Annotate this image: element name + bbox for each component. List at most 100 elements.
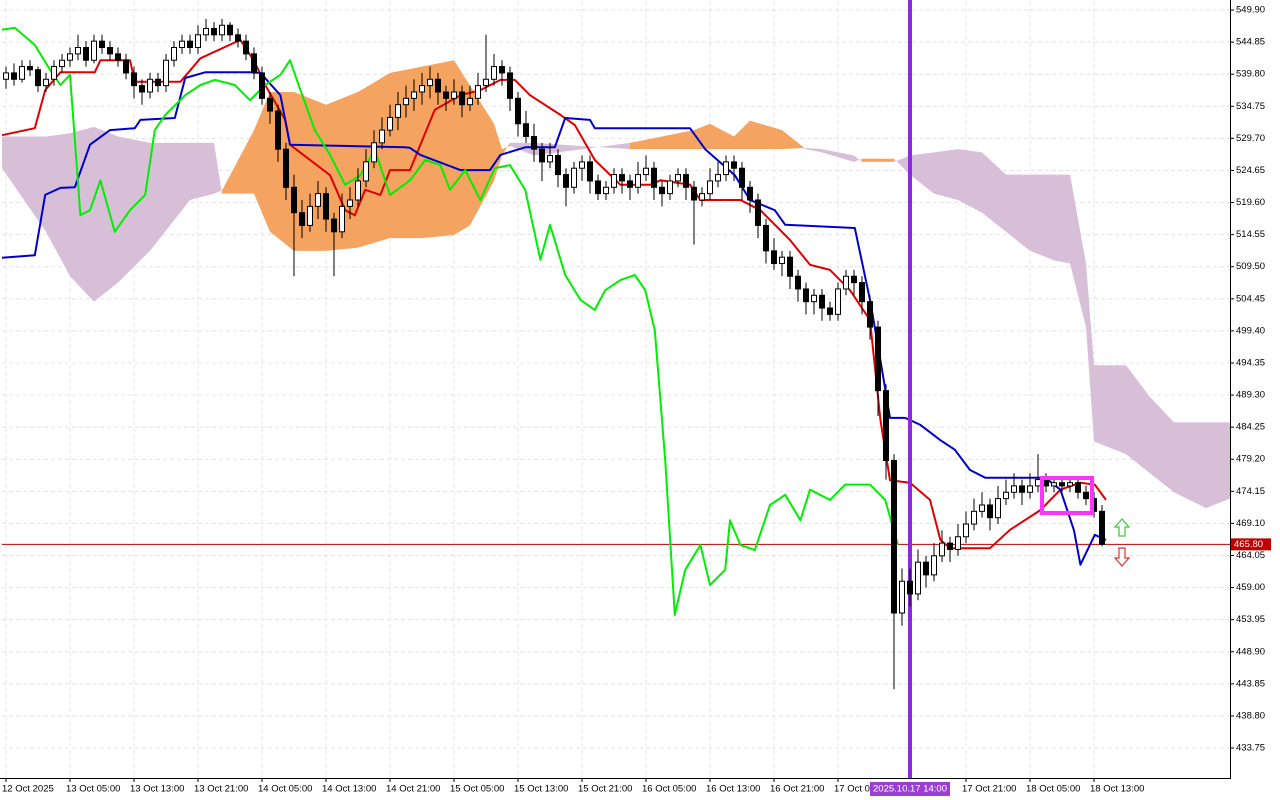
cloud-segment — [190, 142, 214, 200]
cloud-segment — [806, 147, 822, 153]
candle-body — [795, 275, 801, 290]
candle-body — [1027, 485, 1033, 493]
candle-body — [739, 167, 745, 188]
x-tick-label: 15 Oct 13:00 — [514, 784, 568, 795]
candle-body — [755, 199, 761, 226]
y-tick-label: 499.40 — [1236, 325, 1265, 336]
candle-body — [243, 40, 249, 55]
x-tick-label: 16 Oct 21:00 — [770, 784, 824, 795]
candle-body — [451, 91, 457, 99]
candle-body — [699, 193, 705, 201]
highlight-box — [1040, 476, 1094, 515]
candle-body — [803, 288, 809, 303]
candle-body — [323, 193, 329, 220]
x-tick-label: 17 Oct 05:00 — [834, 784, 888, 795]
cloud-segment — [1126, 365, 1150, 474]
x-tick-label: 18 Oct 13:00 — [1090, 784, 1144, 795]
y-tick-label: 484.25 — [1236, 422, 1265, 433]
candle-body — [587, 161, 593, 182]
cloud-segment — [910, 152, 934, 194]
candle-body — [139, 85, 145, 93]
candle-body — [107, 47, 113, 55]
candle-body — [883, 390, 889, 462]
y-tick-label: 514.55 — [1236, 229, 1265, 240]
candle-body — [467, 97, 473, 106]
candle-body — [995, 498, 1001, 519]
cloud-segment — [750, 120, 782, 150]
cloud-segment — [454, 60, 470, 235]
cloud-segment — [958, 149, 982, 213]
indicator-line — [1, 26, 899, 616]
y-tick-label: 438.80 — [1236, 710, 1265, 721]
candle-body — [923, 561, 929, 576]
candle-body — [1067, 482, 1073, 487]
cloud-segment — [502, 142, 510, 156]
candle-body — [667, 180, 673, 195]
candle-body — [203, 27, 209, 36]
candle-body — [1075, 482, 1081, 493]
candle-body — [835, 288, 841, 315]
x-tick-label: 16 Oct 05:00 — [642, 784, 696, 795]
candle-body — [851, 275, 857, 284]
x-tick-label: 14 Oct 21:00 — [386, 784, 440, 795]
candle-body — [787, 256, 793, 277]
candle-body — [379, 129, 385, 144]
candle-body — [11, 72, 17, 80]
candles — [3, 18, 1105, 690]
cloud-segment — [854, 155, 862, 162]
candle-body — [1003, 491, 1009, 500]
overlay — [1040, 476, 1131, 567]
time-marker-label: 2025.10.17 14:00 — [873, 784, 947, 795]
cloud-segment — [822, 149, 854, 162]
price-label-box — [1231, 538, 1271, 551]
cloud-segment — [862, 158, 894, 162]
cloud-segment — [1086, 263, 1094, 442]
candle-body — [763, 224, 769, 252]
x-tick-label: 15 Oct 05:00 — [450, 784, 504, 795]
candle-body — [715, 174, 721, 182]
candle-body — [1043, 479, 1049, 487]
candle-body — [707, 180, 713, 195]
candle-body — [91, 40, 97, 61]
y-tick-label: 469.10 — [1236, 518, 1265, 529]
candle-body — [619, 174, 625, 182]
candle-body — [1019, 485, 1025, 493]
candle-body — [35, 69, 41, 87]
candle-body — [43, 78, 49, 87]
candle-body — [611, 174, 617, 188]
down-arrow — [1113, 547, 1131, 567]
candle-body — [331, 218, 337, 233]
candle-body — [283, 148, 289, 188]
candle-body — [931, 555, 937, 576]
candle-body — [643, 167, 649, 176]
x-tick-label: 14 Oct 13:00 — [322, 784, 376, 795]
candle-body — [475, 85, 481, 99]
x-tick-label: 16 Oct 13:00 — [706, 784, 760, 795]
candle-body — [971, 510, 977, 525]
candle-body — [211, 27, 217, 36]
cloud-segment — [1006, 174, 1030, 251]
candle-body — [179, 40, 185, 49]
y-tick-label: 519.60 — [1236, 197, 1265, 208]
up-arrow — [1113, 518, 1131, 537]
time-marker-label-box — [870, 782, 950, 796]
cloud-segment — [734, 120, 750, 150]
candle-body — [635, 174, 641, 188]
candle-body — [3, 72, 9, 80]
candle-body — [627, 180, 633, 188]
candle-body — [235, 34, 241, 42]
candle-body — [651, 167, 657, 188]
candle-body — [155, 78, 161, 87]
y-tick-label: 489.30 — [1236, 390, 1265, 401]
candle-body — [963, 523, 969, 538]
y-tick-label: 534.75 — [1236, 101, 1265, 112]
candle-body — [1011, 485, 1017, 493]
candle-body — [275, 110, 281, 150]
candle-body — [75, 47, 81, 55]
candle-body — [547, 155, 553, 163]
candle-body — [147, 78, 153, 93]
candle-body — [1059, 482, 1065, 487]
y-tick-label: 448.90 — [1236, 646, 1265, 657]
cloud-segment — [1206, 422, 1230, 509]
